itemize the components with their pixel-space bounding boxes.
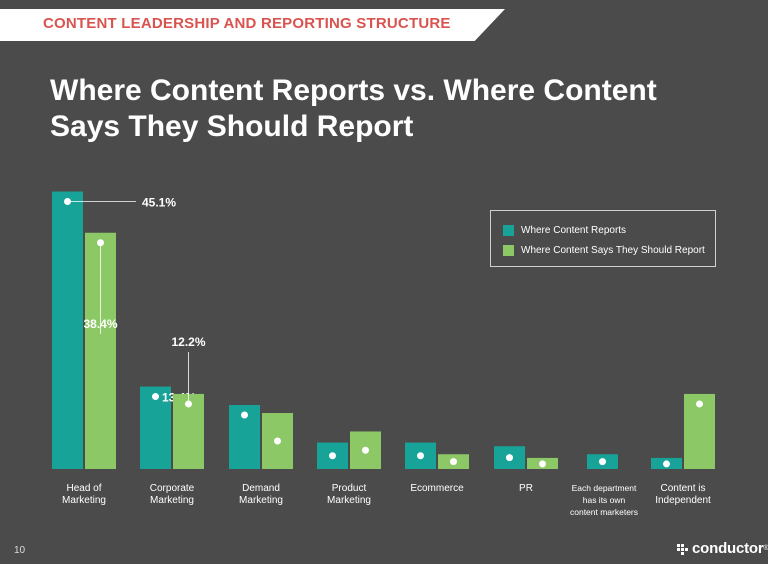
legend-swatch-should-report xyxy=(503,244,514,256)
category-label: Head of xyxy=(66,483,101,494)
legend-label-reports: Where Content Reports xyxy=(521,224,627,236)
data-label: 12.2% xyxy=(171,335,205,349)
data-point-dot xyxy=(663,460,670,468)
category-label: Marketing xyxy=(239,495,283,506)
data-point-dot xyxy=(417,452,424,460)
legend-swatch-reports xyxy=(503,224,514,236)
data-point-dot xyxy=(241,411,248,419)
category-label: Demand xyxy=(242,483,280,494)
data-point-dot xyxy=(64,198,71,206)
section-banner xyxy=(0,9,505,41)
category-label: PR xyxy=(519,483,533,494)
category-label: Ecommerce xyxy=(410,483,464,494)
category-label: Corporate xyxy=(150,483,195,494)
category-label: Independent xyxy=(655,495,711,506)
page-number: 10 xyxy=(14,545,26,556)
category-label: has its own xyxy=(583,495,626,505)
category-label: content marketers xyxy=(570,507,638,517)
data-point-dot xyxy=(97,239,104,247)
chart-legend: Where Content Reports Where Content Says… xyxy=(490,210,716,267)
bar xyxy=(140,386,171,469)
conductor-logo-icon xyxy=(677,543,688,555)
page-title-line-1: Where Content Reports vs. Where Content xyxy=(50,74,657,107)
data-point-dot xyxy=(539,460,546,468)
bar xyxy=(52,191,83,469)
data-point-dot xyxy=(185,400,192,408)
category-label: Marketing xyxy=(327,495,371,506)
category-label: Content is xyxy=(660,483,705,494)
data-label: 45.1% xyxy=(142,196,176,210)
section-label: CONTENT LEADERSHIP AND REPORTING STRUCTU… xyxy=(43,15,451,32)
brand-logo: conductor ® xyxy=(676,540,768,557)
data-point-dot xyxy=(362,446,369,454)
legend-label-should-report: Where Content Says They Should Report xyxy=(521,244,705,256)
category-label: Product xyxy=(332,483,367,494)
data-point-dot xyxy=(506,454,513,462)
data-point-dot xyxy=(696,400,703,408)
brand-name: conductor xyxy=(692,540,764,557)
data-point-dot xyxy=(599,458,606,466)
data-point-dot xyxy=(329,452,336,460)
page-title-line-2: Says They Should Report xyxy=(50,110,414,143)
data-label: 38.4% xyxy=(83,317,117,331)
data-point-dot xyxy=(274,437,281,445)
data-point-dot xyxy=(450,458,457,466)
legend-item-should-report: Where Content Says They Should Report xyxy=(503,243,705,257)
category-label: Marketing xyxy=(150,495,194,506)
data-point-dot xyxy=(152,393,159,401)
category-label: Marketing xyxy=(62,495,106,506)
category-label: Each department xyxy=(572,483,637,493)
legend-item-reports: Where Content Reports xyxy=(503,223,626,237)
brand-trademark: ® xyxy=(763,545,768,552)
